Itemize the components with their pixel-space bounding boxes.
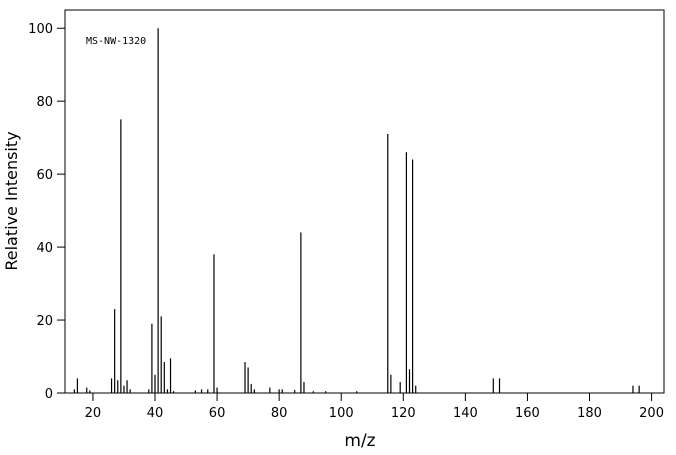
x-tick-label: 20	[85, 406, 102, 421]
y-tick-label: 40	[36, 241, 53, 256]
x-tick-label: 80	[271, 406, 288, 421]
annotation: MS-NW-1320	[86, 36, 146, 47]
x-tick-label: 140	[453, 406, 478, 421]
x-tick-label: 120	[391, 406, 416, 421]
x-tick-label: 40	[147, 406, 164, 421]
x-tick-label: 160	[515, 406, 540, 421]
x-tick-label: 180	[577, 406, 602, 421]
x-axis-label: m/z	[344, 431, 375, 451]
y-axis-label: Relative Intensity	[2, 131, 21, 270]
x-tick-label: 200	[639, 406, 664, 421]
plot-frame	[64, 9, 665, 394]
y-tick-label: 100	[28, 22, 53, 37]
x-tick-label: 100	[329, 406, 354, 421]
y-tick-label: 60	[36, 168, 53, 183]
x-tick-label: 60	[209, 406, 226, 421]
y-tick-label: 0	[45, 387, 53, 402]
y-tick-label: 20	[36, 314, 53, 329]
y-tick-label: 80	[36, 95, 53, 110]
